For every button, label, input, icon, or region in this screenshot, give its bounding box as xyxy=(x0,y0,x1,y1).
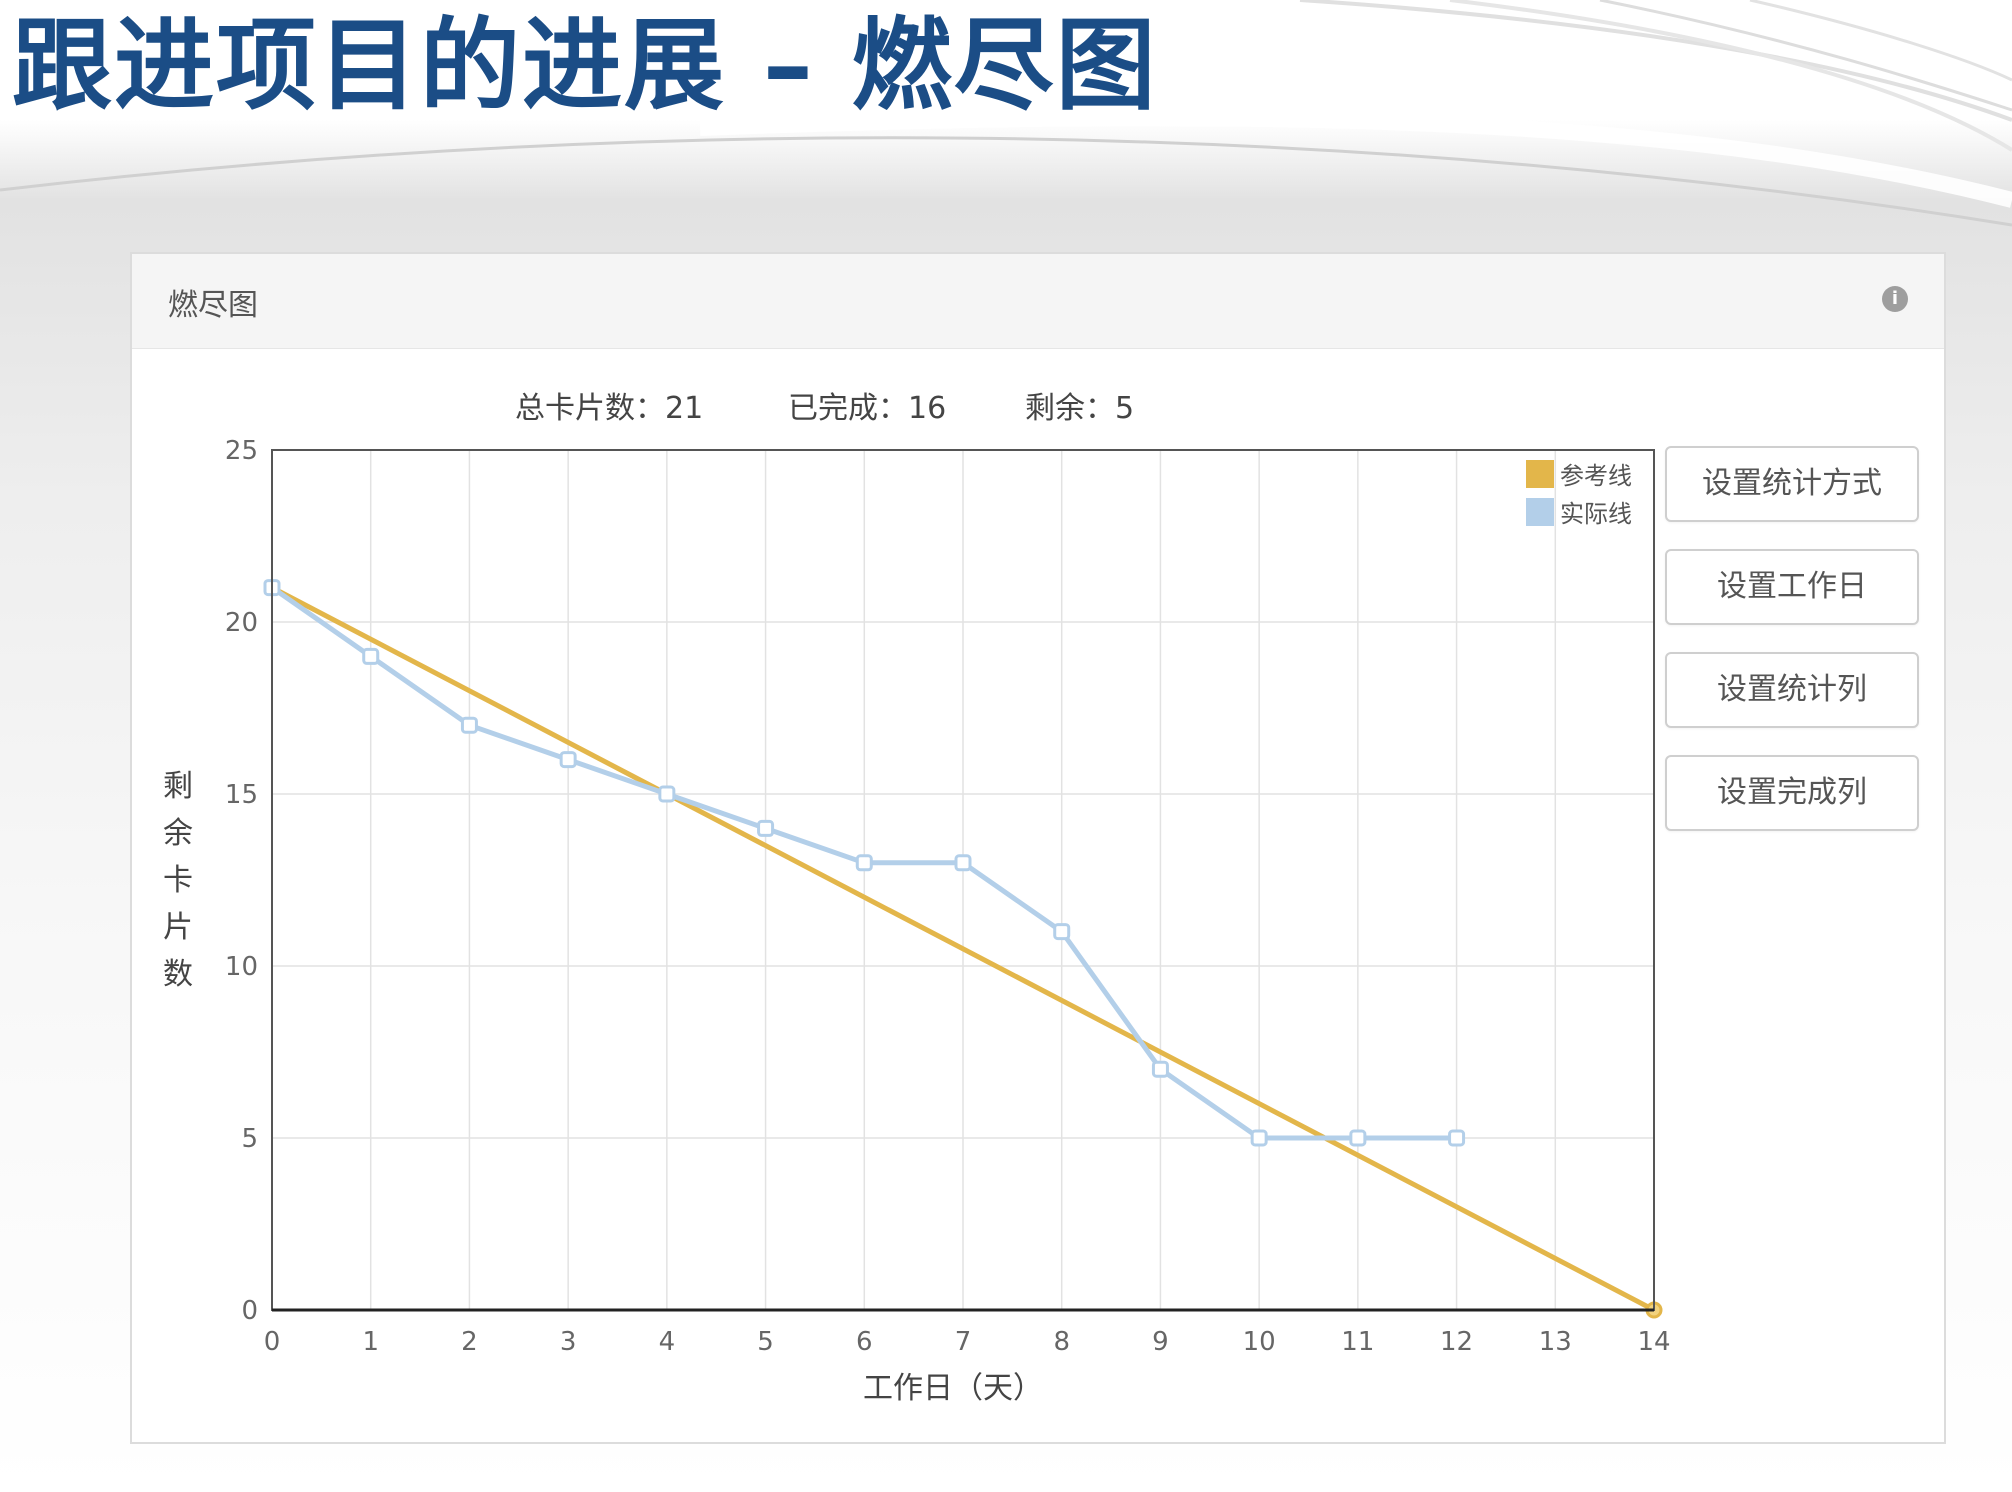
summary-total: 总卡片数：21 xyxy=(515,391,703,426)
chart-grid xyxy=(271,449,1655,1311)
series-point-actual xyxy=(1448,1129,1466,1147)
x-tick-label: 5 xyxy=(757,1327,774,1357)
series-point-actual xyxy=(559,751,577,769)
series-point-actual xyxy=(954,854,972,872)
set-done-columns-button[interactable]: 设置完成列 xyxy=(1665,755,1919,831)
burndown-chart: 总卡片数：21 已完成：16 剩余：5 0 1 2 3 4 5 6 7 8 9 10 11 12 13 14… xyxy=(163,391,1671,1406)
series-point-actual xyxy=(757,819,775,837)
series-line-reference xyxy=(270,585,1656,1313)
chart-axes: 0 1 2 3 4 5 6 7 8 9 10 11 12 13 140510152025工作日（天）剩余卡片… xyxy=(163,436,1671,1406)
x-tick-label: 3 xyxy=(560,1327,577,1357)
legend-swatch xyxy=(1526,460,1554,488)
burndown-panel: 燃尽图 i 总卡片数：21 已完成：16 剩余：5 0 1 2 3 4 5 6 7 8 9 10 11… xyxy=(130,252,1946,1444)
series-point-actual xyxy=(658,785,676,803)
x-tick-label: 7 xyxy=(955,1327,972,1357)
y-axis-title: 剩余卡片数 xyxy=(163,769,193,992)
set-stat-method-button[interactable]: 设置统计方式 xyxy=(1665,446,1919,522)
background-swoosh xyxy=(0,0,2012,227)
legend-label: 参考线 xyxy=(1560,462,1632,490)
set-workdays-button[interactable]: 设置工作日 xyxy=(1665,549,1919,625)
series-point-actual xyxy=(1250,1129,1268,1147)
x-tick-label: 9 xyxy=(1152,1327,1169,1357)
y-tick-label: 5 xyxy=(241,1124,258,1154)
x-tick-label: 13 xyxy=(1539,1327,1572,1357)
series-point-actual xyxy=(1151,1060,1169,1078)
chart-summary: 总卡片数：21 已完成：16 剩余：5 xyxy=(515,391,1134,426)
y-tick-label: 10 xyxy=(225,952,258,982)
series-point-actual xyxy=(460,716,478,734)
summary-remaining: 剩余：5 xyxy=(1025,391,1134,426)
x-tick-label: 10 xyxy=(1243,1327,1276,1357)
info-icon[interactable]: i xyxy=(1882,286,1908,312)
x-tick-label: 0 xyxy=(264,1327,281,1357)
summary-done: 已完成：16 xyxy=(788,391,946,426)
x-tick-label: 4 xyxy=(659,1327,676,1357)
panel-header: 燃尽图 i xyxy=(132,254,1944,349)
series-point-actual xyxy=(1349,1129,1367,1147)
x-tick-label: 14 xyxy=(1637,1327,1670,1357)
slide-title: 跟进项目的进展 – 燃尽图 xyxy=(12,7,1158,124)
series-point-actual xyxy=(362,647,380,665)
y-tick-label: 25 xyxy=(225,436,258,466)
x-tick-label: 2 xyxy=(461,1327,478,1357)
set-stat-columns-button[interactable]: 设置统计列 xyxy=(1665,652,1919,728)
legend-label: 实际线 xyxy=(1560,500,1632,528)
series-point-actual xyxy=(855,854,873,872)
x-tick-label: 11 xyxy=(1341,1327,1374,1357)
x-axis-title: 工作日（天） xyxy=(863,1371,1043,1406)
x-tick-label: 8 xyxy=(1053,1327,1070,1357)
x-tick-label: 6 xyxy=(856,1327,873,1357)
legend-swatch xyxy=(1526,498,1554,526)
y-tick-label: 15 xyxy=(225,780,258,810)
y-tick-label: 0 xyxy=(241,1296,258,1326)
x-tick-label: 12 xyxy=(1440,1327,1473,1357)
panel-title: 燃尽图 xyxy=(168,288,258,323)
x-tick-label: 1 xyxy=(362,1327,379,1357)
y-tick-label: 20 xyxy=(225,608,258,638)
series-point-actual xyxy=(1053,923,1071,941)
